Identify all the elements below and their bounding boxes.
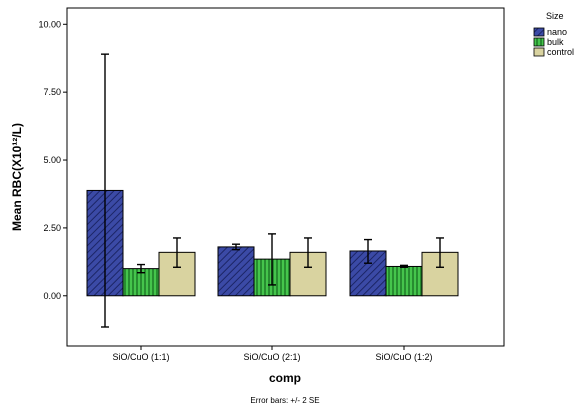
legend-title: Size	[546, 11, 564, 21]
error-bars-group	[101, 53, 444, 328]
x-tick-label: SiO/CuO (2:1)	[243, 352, 300, 362]
legend-label-control: control	[547, 47, 574, 57]
x-axis-title: comp	[269, 371, 301, 385]
y-axis-title: Mean RBC(X10¹²/L)	[10, 123, 24, 231]
legend-swatch-control	[533, 47, 545, 57]
legend-label-bulk: bulk	[547, 37, 564, 47]
error-bars-note: Error bars: +/- 2 SE	[250, 396, 319, 405]
y-tick-label: 7.50	[43, 87, 61, 97]
y-tick-label: 2.50	[43, 223, 61, 233]
legend-label-nano: nano	[547, 27, 567, 37]
y-tick-label: 0.00	[43, 291, 61, 301]
y-tick-label: 10.00	[38, 19, 61, 29]
y-tick-label: 5.00	[43, 155, 61, 165]
legend-swatch-nano	[533, 27, 545, 37]
y-axis: 0.00 2.50 5.00 7.50 10.00	[38, 19, 67, 301]
x-tick-label: SiO/CuO (1:1)	[112, 352, 169, 362]
bar-nano	[217, 246, 255, 297]
bar-bulk	[385, 265, 423, 297]
x-axis: SiO/CuO (1:1) SiO/CuO (2:1) SiO/CuO (1:2)	[112, 346, 433, 362]
x-tick-label: SiO/CuO (1:2)	[375, 352, 432, 362]
legend-swatch-bulk	[533, 37, 545, 47]
